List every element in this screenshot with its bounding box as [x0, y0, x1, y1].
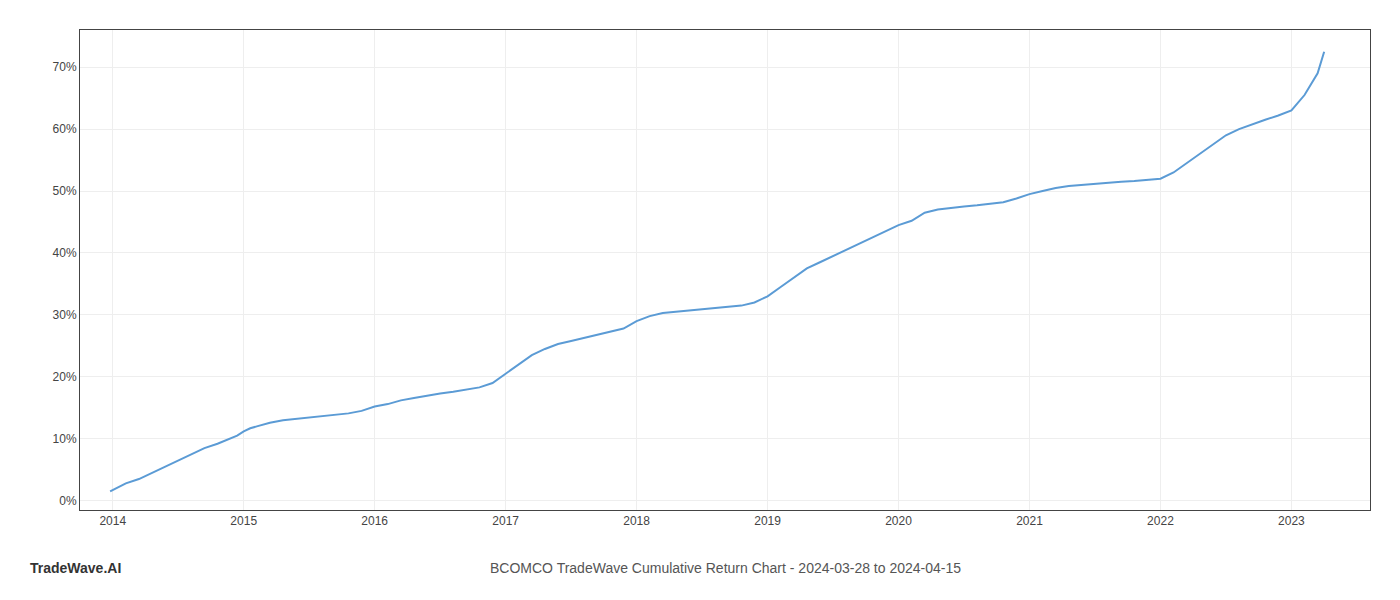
svg-text:0%: 0%	[59, 494, 77, 508]
svg-text:2017: 2017	[492, 514, 519, 528]
svg-text:30%: 30%	[53, 308, 77, 322]
svg-text:2022: 2022	[1147, 514, 1174, 528]
svg-text:70%: 70%	[53, 60, 77, 74]
svg-text:10%: 10%	[53, 432, 77, 446]
svg-text:BCOMCO TradeWave Cumulative Re: BCOMCO TradeWave Cumulative Return Chart…	[490, 560, 961, 576]
svg-text:TradeWave.AI: TradeWave.AI	[30, 560, 121, 576]
svg-text:2015: 2015	[230, 514, 257, 528]
svg-text:2020: 2020	[885, 514, 912, 528]
svg-text:2014: 2014	[99, 514, 126, 528]
svg-text:2016: 2016	[361, 514, 388, 528]
svg-text:60%: 60%	[53, 122, 77, 136]
svg-text:2023: 2023	[1278, 514, 1305, 528]
svg-text:20%: 20%	[53, 370, 77, 384]
svg-text:2019: 2019	[754, 514, 781, 528]
svg-text:40%: 40%	[53, 246, 77, 260]
svg-text:2018: 2018	[623, 514, 650, 528]
svg-text:2021: 2021	[1016, 514, 1043, 528]
svg-text:50%: 50%	[53, 184, 77, 198]
